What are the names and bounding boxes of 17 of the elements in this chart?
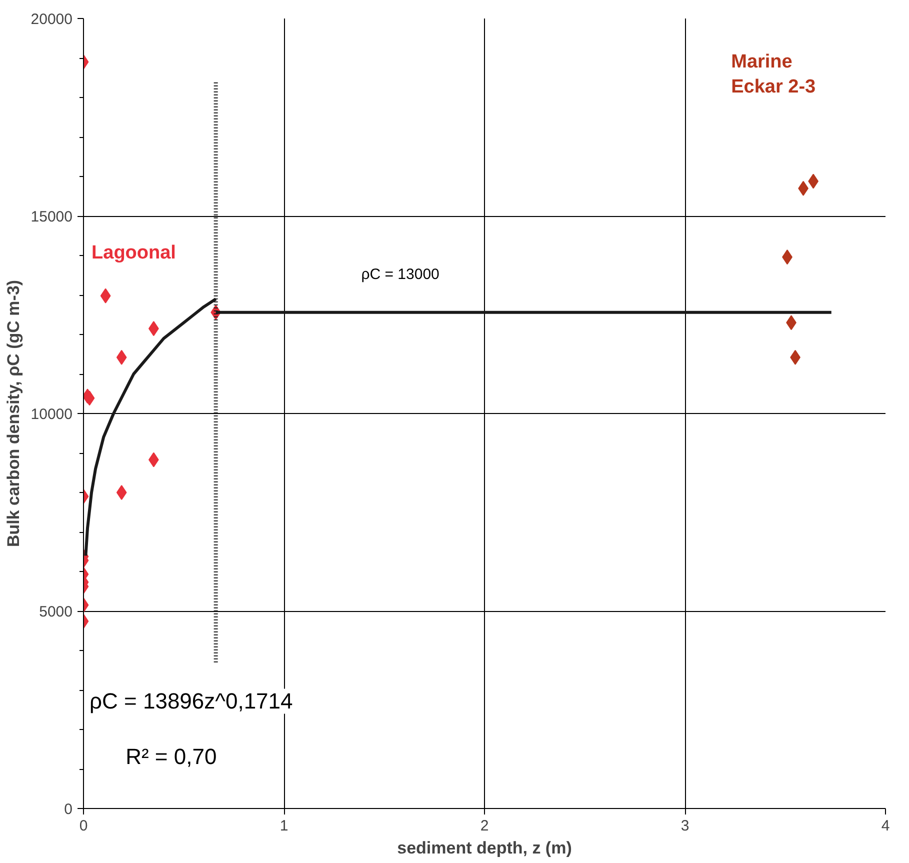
annotation: ρC = 13000	[361, 266, 440, 284]
y-tick-label: 15000	[30, 208, 73, 226]
x-tick-label: 4	[881, 818, 890, 834]
y-tick-label: 10000	[30, 406, 73, 423]
x-tick-label: 1	[280, 818, 288, 834]
y-axis-title: Bulk carbon density, ρC (gC m-3)	[4, 280, 23, 548]
annotation: R² = 0,70	[126, 744, 217, 769]
y-tick-label: 5000	[39, 604, 73, 620]
x-tick-label: 0	[79, 818, 88, 834]
y-tick-label: 0	[64, 801, 72, 818]
y-tick-label: 20000	[30, 11, 73, 28]
annotation: ρC = 13896z^0,1714	[90, 688, 293, 714]
x-axis-title: sediment depth, z (m)	[397, 838, 572, 858]
x-tick-label: 2	[480, 818, 489, 834]
x-tick-label: 3	[680, 818, 690, 834]
series-label: Lagoonal	[92, 242, 176, 264]
text: Marine Eckar 2-3	[731, 51, 816, 98]
